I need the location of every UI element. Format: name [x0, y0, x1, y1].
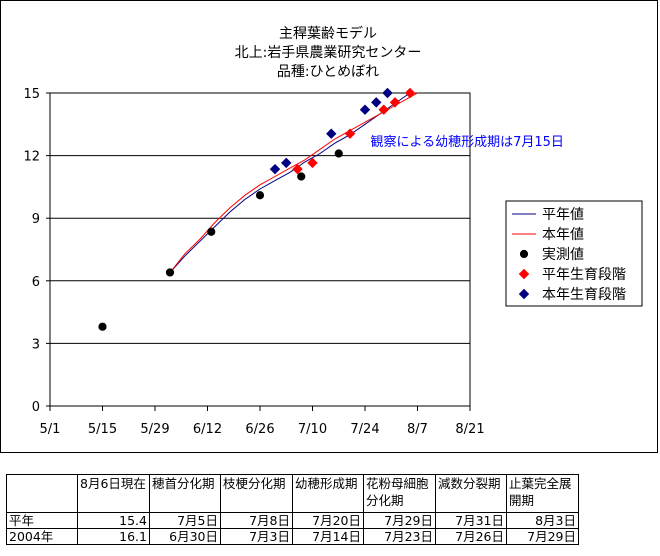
x-tick-label: 7/10	[298, 422, 327, 437]
header-cell	[6, 474, 78, 513]
row-label: 2004年	[6, 528, 78, 545]
x-tick-label: 7/24	[350, 422, 379, 437]
legend-box	[505, 200, 643, 307]
table-cell: 7月14日	[292, 528, 364, 545]
x-tick-label: 8/7	[407, 422, 428, 437]
table-cell: 7月29日	[506, 528, 579, 545]
header-cell: 枝梗分化期	[220, 474, 293, 513]
table-header-row: 8月6日現在 穂首分化期 枝梗分化期 幼穂形成期 花粉母細胞分化期 減数分裂期 …	[6, 474, 579, 513]
stage-point	[371, 97, 382, 108]
y-tick-label: 3	[32, 337, 40, 352]
x-tick-label: 6/26	[245, 422, 274, 437]
leaf-age-chart: 主稈葉齢モデル 北上:岩手県農業研究センター 品種:ひとめぼれ 0 3 6 9 12 15…	[23, 25, 643, 437]
grid-lines	[50, 92, 470, 344]
table-cell: 8月3日	[506, 512, 579, 529]
stage-point	[389, 97, 401, 108]
legend-label: 平年値	[542, 207, 584, 223]
legend-label: 本年生育段階	[542, 287, 626, 303]
y-tick-label: 15	[23, 87, 40, 102]
table-cell: 6月30日	[149, 528, 221, 545]
measured-point	[334, 149, 343, 158]
stage-point	[326, 128, 337, 139]
header-cell: 穂首分化期	[149, 474, 221, 513]
chart-title: 主稈葉齢モデル 北上:岩手県農業研究センター 品種:ひとめぼれ	[235, 25, 422, 80]
stage-point	[404, 87, 416, 99]
legend-circle-swatch	[519, 249, 529, 259]
stage-point	[344, 128, 356, 139]
annotation-label: 観察による幼穂形成期は7月15日	[371, 135, 564, 150]
measured-point	[165, 268, 175, 277]
legend-label: 本年値	[542, 227, 584, 243]
table-cell: 7月8日	[220, 512, 293, 529]
x-tick-label: 6/12	[193, 422, 222, 437]
measured-point	[255, 191, 265, 200]
measured-point	[207, 227, 216, 236]
axes: 0 3 6 9 12 15 5/1 5/15 5/29 6/12 6/26 7/10 7/24 8/7 8/…	[23, 87, 484, 437]
table-row: 平年 15.4 7月5日 7月8日 7月20日 7月29日 7月31日 8月3日	[6, 512, 579, 529]
stage-point	[378, 104, 389, 115]
legend-diamond-swatch	[518, 288, 530, 300]
y-tick-label: 0	[32, 400, 40, 415]
x-tick-label: 5/1	[40, 422, 61, 437]
y-tick-label: 6	[32, 275, 40, 290]
growth-stage-table: 8月6日現在 穂首分化期 枝梗分化期 幼穂形成期 花粉母細胞分化期 減数分裂期 …	[6, 474, 579, 545]
stage-point	[292, 163, 303, 175]
x-tick-label: 5/29	[140, 422, 169, 437]
table-cell: 7月31日	[435, 512, 507, 529]
title-line-1: 主稈葉齢モデル	[279, 25, 377, 42]
marker-layer	[98, 87, 416, 331]
measured-point	[297, 172, 306, 181]
chart-frame	[0, 0, 658, 453]
table-cell: 16.1	[77, 528, 150, 545]
legend-diamond-swatch	[518, 268, 530, 280]
y-tick-label: 12	[23, 150, 40, 165]
table-cell: 7月5日	[149, 512, 221, 529]
table-cell: 7月23日	[363, 528, 436, 545]
table-cell: 15.4	[77, 512, 150, 529]
stage-point	[269, 163, 281, 175]
x-tick-label: 5/15	[88, 422, 117, 437]
header-cell: 8月6日現在	[77, 474, 150, 513]
stage-point	[359, 104, 371, 115]
header-cell: 止葉完全展開期	[506, 474, 579, 513]
title-line-2: 北上:岩手県農業研究センター	[235, 45, 422, 61]
y-tick-label: 9	[32, 212, 40, 227]
table-row: 2004年 16.1 6月30日 7月3日 7月14日 7月23日 7月26日 …	[6, 528, 579, 545]
header-cell: 幼穂形成期	[292, 474, 364, 513]
header-cell: 減数分裂期	[435, 474, 507, 513]
legend-label: 実測値	[542, 247, 584, 263]
table-cell: 7月26日	[435, 528, 507, 545]
legend-label: 平年生育段階	[542, 267, 626, 283]
header-cell: 花粉母細胞分化期	[363, 474, 436, 513]
table-cell: 7月3日	[220, 528, 293, 545]
stage-point	[281, 157, 292, 169]
table-cell: 7月20日	[292, 512, 364, 529]
table-cell: 7月29日	[363, 512, 436, 529]
stage-point	[382, 87, 393, 99]
row-label: 平年	[6, 512, 78, 529]
x-tick-label: 8/21	[455, 422, 484, 437]
measured-point	[98, 322, 107, 331]
stage-point	[307, 157, 318, 169]
title-line-3: 品種:ひとめぼれ	[277, 64, 379, 80]
